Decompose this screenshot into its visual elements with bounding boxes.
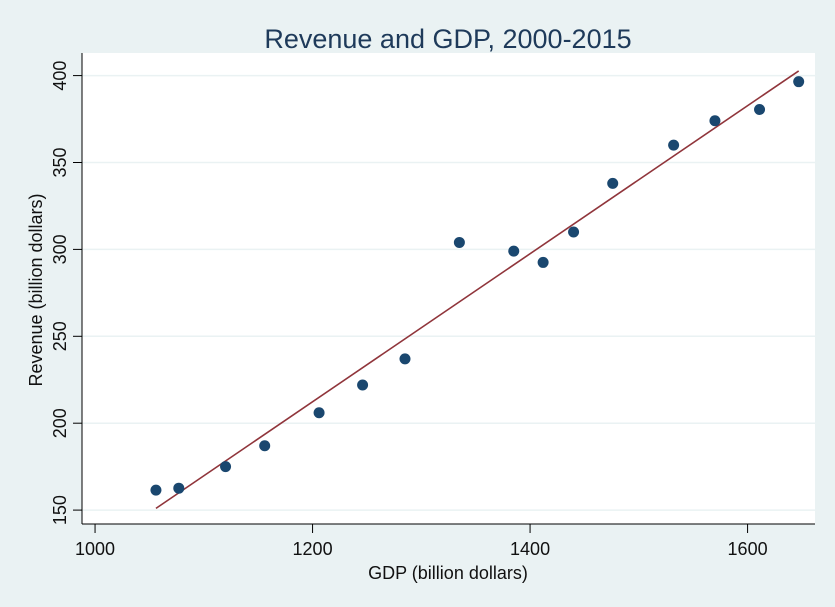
data-point [220,461,232,473]
y-axis-label: Revenue (billion dollars) [26,193,46,386]
x-tick-label: 1600 [728,539,768,559]
y-tick-label: 300 [50,234,70,264]
data-point [793,76,805,88]
data-point [453,236,465,248]
plot-area [82,53,815,524]
chart-title: Revenue and GDP, 2000-2015 [264,24,631,54]
data-point [173,482,185,494]
y-tick-label: 400 [50,61,70,91]
data-point [754,103,766,115]
data-point [607,177,619,189]
y-tick-label: 150 [50,495,70,525]
data-point [357,379,369,391]
data-point [668,139,680,151]
y-ticks: 150 200 250 300 350 400 [50,61,82,525]
data-points [150,76,805,496]
x-ticks: 1000 1200 1400 1600 [75,524,768,559]
data-point [313,407,325,419]
data-point [568,226,580,238]
data-point [537,256,549,268]
x-tick-label: 1000 [75,539,115,559]
gridlines [82,74,815,511]
fit-line [155,70,800,510]
y-tick-label: 250 [50,321,70,351]
data-point [399,353,411,365]
y-tick-label: 200 [50,408,70,438]
data-point [259,440,271,452]
fit-line-group [155,70,800,510]
data-point [709,115,721,127]
data-point [150,484,162,496]
x-axis-label: GDP (billion dollars) [368,563,528,583]
data-point [508,245,520,257]
y-tick-label: 350 [50,147,70,177]
x-tick-label: 1200 [293,539,333,559]
x-tick-label: 1400 [510,539,550,559]
